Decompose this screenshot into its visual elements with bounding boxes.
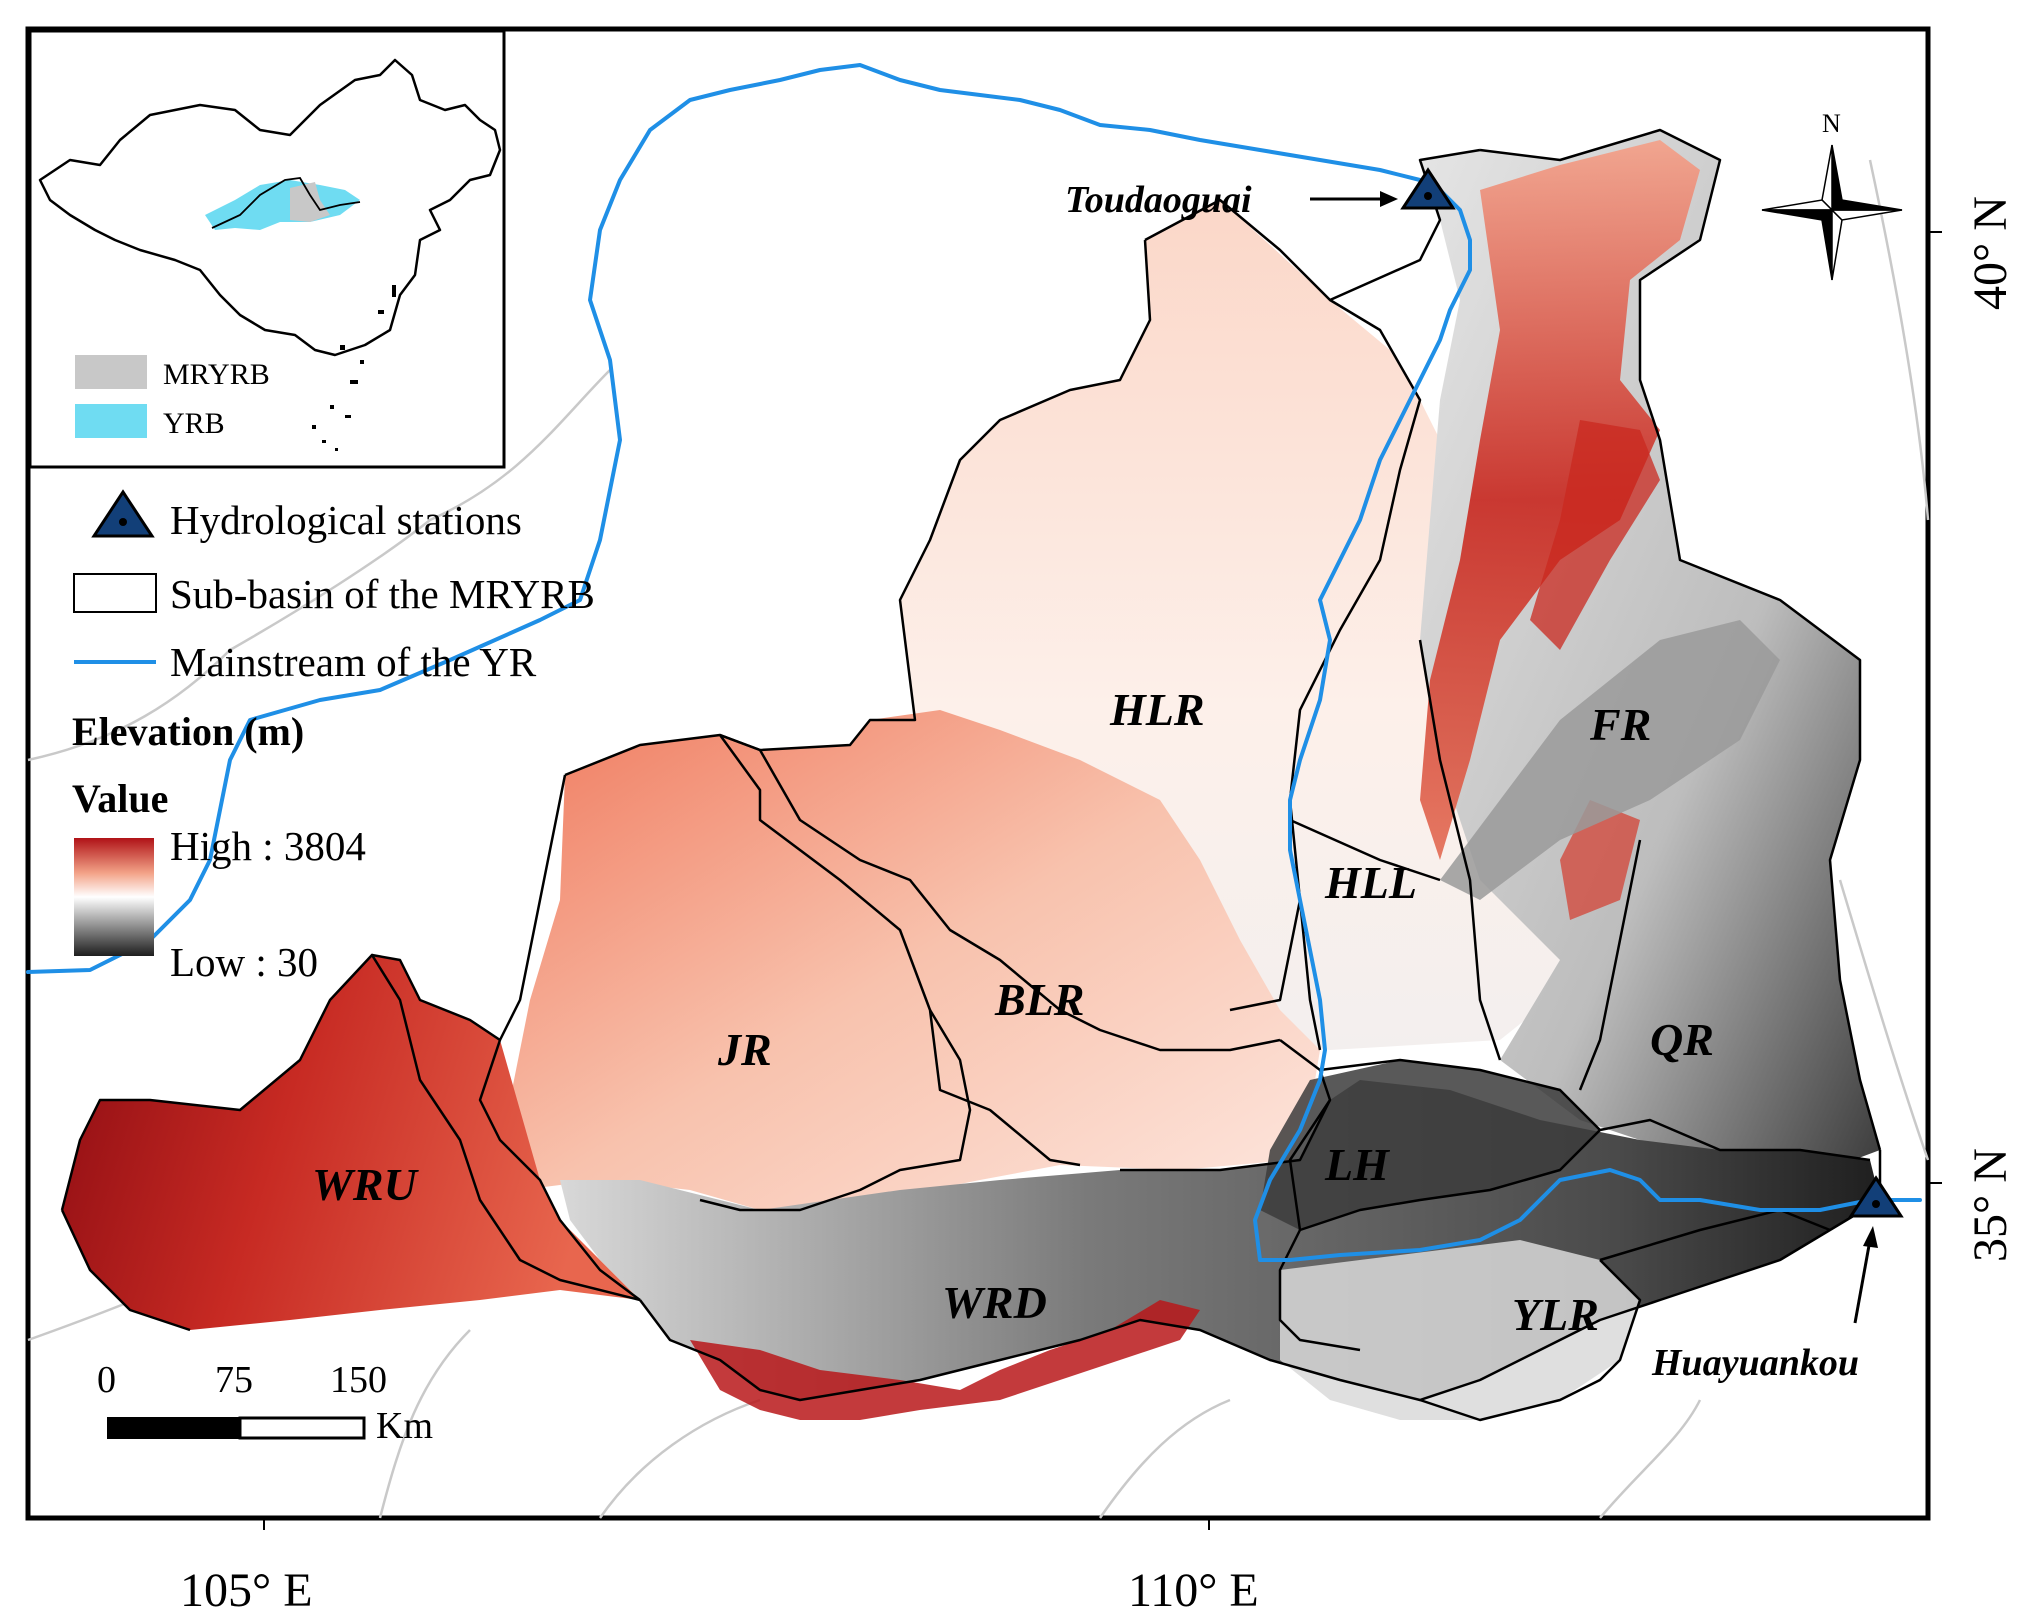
legend-value-title: Value bbox=[72, 776, 168, 821]
inset-legend-yrb-swatch bbox=[75, 404, 147, 438]
subbasin-label-hlr: HLR bbox=[1109, 684, 1205, 735]
station-dot-icon bbox=[1424, 192, 1432, 200]
legend-item-subbasin: Sub-basin of the MRYRB bbox=[170, 571, 595, 617]
scale-tick-75: 75 bbox=[215, 1359, 253, 1401]
scale-unit: Km bbox=[376, 1405, 433, 1447]
x-tick-110e: 110° E bbox=[1128, 1564, 1259, 1617]
scale-bar-black bbox=[107, 1417, 241, 1439]
subbasin-label-hll: HLL bbox=[1324, 857, 1417, 908]
inset-river bbox=[211, 177, 361, 229]
fen-valley bbox=[1440, 620, 1780, 900]
y-tick-40n: 40° N bbox=[1964, 196, 2017, 310]
ylr-hills bbox=[1280, 1240, 1640, 1420]
inset-legend-mryrb-swatch bbox=[75, 355, 147, 389]
legend-high-label: High : 3804 bbox=[170, 823, 366, 869]
legend-elevation-ramp bbox=[74, 838, 154, 956]
subbasin-label-blr: BLR bbox=[994, 974, 1084, 1025]
inset-islands bbox=[312, 285, 396, 451]
inset-map: MRYRB YRB bbox=[28, 29, 506, 469]
station-triangle-icon bbox=[1400, 167, 1456, 210]
inset-mryrb bbox=[290, 182, 330, 222]
legend-station-dot-icon bbox=[119, 518, 127, 526]
qinling-rim bbox=[690, 1300, 1200, 1420]
scale-bar: 0 75 150 Km bbox=[97, 1359, 433, 1447]
station-label-toudaoguai: Toudaoguai bbox=[1065, 179, 1252, 221]
north-arrow: N bbox=[1761, 109, 1903, 281]
subbasin-label-wru: WRU bbox=[312, 1159, 420, 1210]
x-tick-105e: 105° E bbox=[180, 1564, 313, 1617]
yellow-river-mainstream bbox=[26, 63, 1922, 1262]
station-arrow bbox=[1853, 1239, 1872, 1324]
subbasin-label-lh: LH bbox=[1324, 1139, 1390, 1190]
subbasin-label-fr: FR bbox=[1589, 699, 1651, 750]
inset-legend-mryrb-label: MRYRB bbox=[163, 358, 270, 391]
station-huayuankou: Huayuankou bbox=[1651, 1175, 1904, 1384]
inset-legend-yrb-label: YRB bbox=[163, 407, 225, 440]
arrowhead-icon bbox=[1863, 1226, 1878, 1248]
wru-highland bbox=[62, 955, 640, 1330]
station-dot-icon bbox=[1872, 1200, 1880, 1208]
scale-tick-150: 150 bbox=[330, 1359, 387, 1401]
subbasin-labels: HLR FR HLL BLR JR QR LH WRU WRD YLR bbox=[312, 684, 1714, 1340]
eastern-ridge bbox=[1420, 140, 1700, 860]
station-toudaoguai: Toudaoguai bbox=[1065, 167, 1456, 221]
legend-elevation-title: Elevation (m) bbox=[72, 709, 304, 754]
graticule-ticks bbox=[263, 231, 1942, 1530]
legend-subbasin-swatch bbox=[73, 573, 157, 613]
legend-item-stations: Hydrological stations bbox=[170, 497, 522, 543]
subbasin-label-ylr: YLR bbox=[1512, 1289, 1599, 1340]
map-legend: Hydrological stations Sub-basin of the M… bbox=[72, 489, 595, 985]
fr-ridge bbox=[1530, 420, 1660, 650]
y-tick-35n: 35° N bbox=[1964, 1148, 2017, 1262]
subbasin-label-jr: JR bbox=[717, 1024, 772, 1075]
scale-tick-0: 0 bbox=[97, 1359, 116, 1401]
loess-plateau bbox=[510, 710, 1320, 1210]
station-triangle-icon bbox=[1848, 1175, 1904, 1218]
subbasin-boundaries bbox=[60, 128, 1882, 1422]
scale-bar-white bbox=[238, 1416, 366, 1440]
legend-item-river: Mainstream of the YR bbox=[170, 639, 537, 685]
lh-basin bbox=[1260, 1060, 1600, 1230]
legend-low-label: Low : 30 bbox=[170, 939, 318, 985]
arrowhead-icon bbox=[1380, 191, 1398, 207]
subbasin-label-qr: QR bbox=[1650, 1014, 1714, 1065]
subbasin-label-wrd: WRD bbox=[942, 1277, 1047, 1328]
legend-station-triangle-icon bbox=[91, 489, 155, 538]
north-label: N bbox=[1822, 109, 1841, 138]
station-label-huayuankou: Huayuankou bbox=[1651, 1342, 1859, 1384]
terrain bbox=[62, 130, 1880, 1420]
